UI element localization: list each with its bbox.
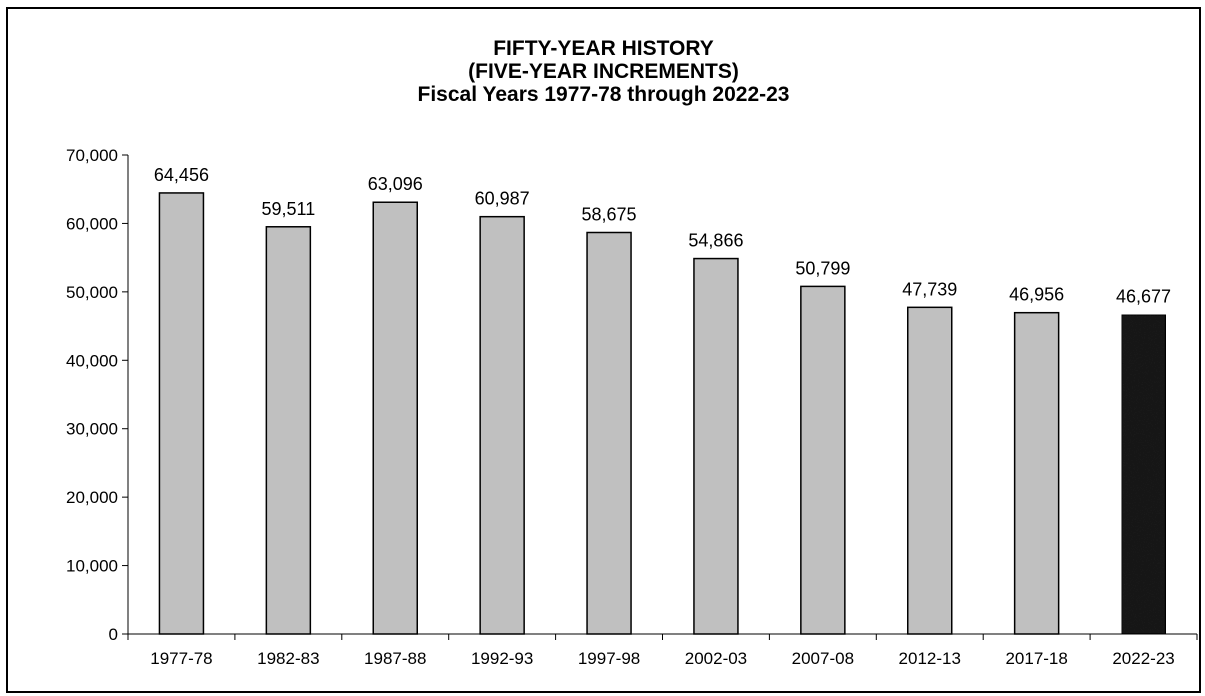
data-label: 60,987 bbox=[475, 189, 530, 209]
y-tick-label: 10,000 bbox=[66, 557, 118, 576]
data-label: 64,456 bbox=[154, 165, 209, 185]
y-tick-label: 70,000 bbox=[66, 146, 118, 165]
x-category-label: 2017-18 bbox=[1005, 649, 1067, 668]
y-tick-label: 40,000 bbox=[66, 351, 118, 370]
x-category-label: 1987-88 bbox=[364, 649, 426, 668]
y-tick-label: 30,000 bbox=[66, 420, 118, 439]
y-tick-label: 20,000 bbox=[66, 488, 118, 507]
y-tick-label: 50,000 bbox=[66, 283, 118, 302]
bar-2022-23 bbox=[1120, 313, 1167, 635]
bar-2007-08 bbox=[800, 285, 846, 635]
chart-title-line-1: FIFTY-YEAR HISTORY bbox=[493, 37, 714, 60]
chart-title-line-2: (FIVE-YEAR INCREMENTS) bbox=[468, 60, 739, 83]
bar-1977-78 bbox=[158, 192, 205, 635]
x-category-label: 1982-83 bbox=[257, 649, 319, 668]
x-category-label: 2007-08 bbox=[792, 649, 854, 668]
x-category-label: 2002-03 bbox=[685, 649, 747, 668]
bar-1982-83 bbox=[265, 226, 312, 635]
y-tick-label: 60,000 bbox=[66, 214, 118, 233]
data-label: 59,511 bbox=[261, 199, 315, 219]
data-label: 50,799 bbox=[795, 258, 850, 278]
data-label: 46,677 bbox=[1116, 287, 1171, 307]
data-label: 54,866 bbox=[688, 231, 743, 251]
data-label: 46,956 bbox=[1009, 285, 1064, 305]
bar-1992-93 bbox=[479, 215, 525, 635]
bar-1997-98 bbox=[586, 231, 632, 635]
data-label: 47,739 bbox=[902, 279, 957, 299]
x-category-label: 1992-93 bbox=[471, 649, 533, 668]
chart-title-line-3: Fiscal Years 1977-78 through 2022-23 bbox=[417, 83, 790, 106]
y-tick-label: 0 bbox=[109, 625, 118, 644]
bar-1987-88 bbox=[372, 201, 418, 635]
bar-2012-13 bbox=[907, 306, 953, 635]
x-category-label: 1977-78 bbox=[150, 649, 212, 668]
x-category-label: 2012-13 bbox=[899, 649, 961, 668]
x-category-label: 2022-23 bbox=[1112, 649, 1174, 668]
bar-2002-03 bbox=[693, 257, 739, 635]
bar-2017-18 bbox=[1013, 311, 1060, 635]
x-category-label: 1997-98 bbox=[578, 649, 640, 668]
data-label: 63,096 bbox=[368, 174, 423, 194]
data-label: 58,675 bbox=[582, 204, 637, 224]
chart-title: FIFTY-YEAR HISTORY (FIVE-YEAR INCREMENTS… bbox=[8, 37, 1199, 106]
